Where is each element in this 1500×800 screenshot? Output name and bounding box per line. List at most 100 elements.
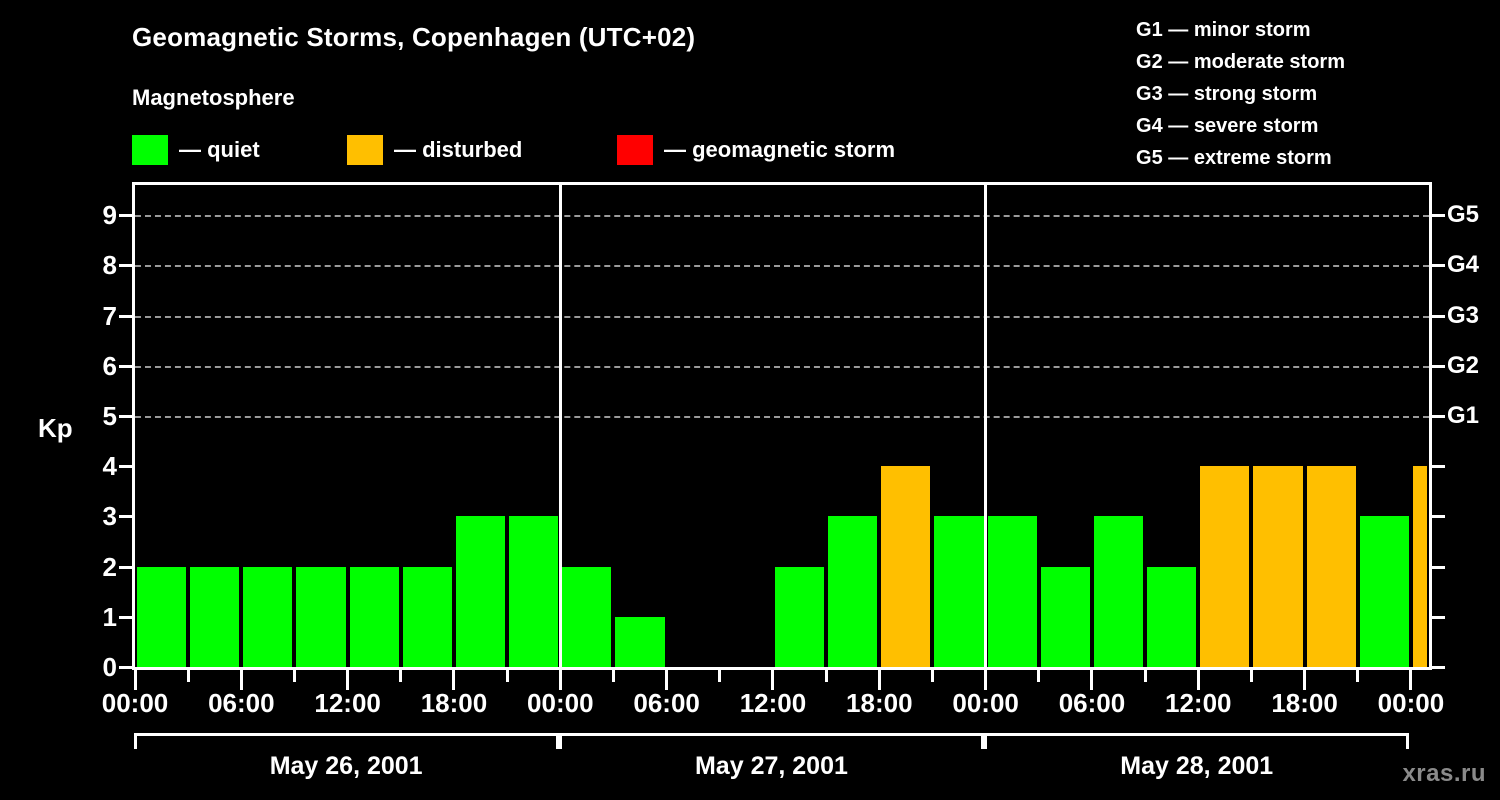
y-tick-mark	[119, 615, 132, 619]
g-tick-mark	[1432, 414, 1445, 418]
g-tick-label: G2	[1447, 351, 1480, 379]
green-swatch	[132, 135, 168, 165]
g-tick-mark	[1432, 264, 1445, 268]
x-tick-label: 12:00	[739, 688, 807, 718]
date-label: May 28, 2001	[1120, 752, 1274, 780]
y-tick-label: 6	[102, 350, 117, 381]
y-tick-label: 0	[102, 652, 117, 682]
y-tick-label: 5	[102, 400, 117, 431]
kp-bar	[1253, 466, 1303, 667]
kp-bar	[987, 516, 1037, 667]
g-legend-row: G2 — moderate storm	[1136, 51, 1345, 73]
red-swatch	[617, 135, 653, 165]
x-major-tick-mark	[1090, 670, 1094, 690]
kp-bar	[1412, 466, 1427, 667]
kp-bar	[509, 516, 559, 667]
x-tick-label: 06:00	[1058, 688, 1126, 718]
y-tick-mark	[119, 515, 132, 519]
g-tick-label: G1	[1447, 401, 1480, 429]
x-minor-tick-mark	[292, 670, 296, 682]
x-minor-tick-mark	[718, 670, 722, 682]
date-bracket	[558, 733, 985, 749]
x-minor-tick-mark	[930, 670, 934, 682]
y-tick-mark	[119, 364, 132, 368]
y-axis-title: Kp	[38, 413, 73, 443]
legend-entry: — geomagnetic storm	[617, 135, 895, 165]
y-tick-label: 3	[102, 501, 117, 532]
x-minor-tick-mark	[505, 670, 509, 682]
x-major-tick-mark	[1196, 670, 1200, 690]
x-major-tick-mark	[1409, 670, 1413, 690]
plot-frame	[132, 182, 1432, 670]
gridline	[135, 415, 1429, 418]
legend-entry: — disturbed	[347, 135, 522, 165]
x-major-tick-mark	[452, 670, 456, 690]
y-tick-mark	[119, 565, 132, 569]
g-legend-row: G5 — extreme storm	[1136, 147, 1332, 169]
kp-bar	[881, 466, 931, 667]
x-major-tick-mark	[239, 670, 243, 690]
gridline	[135, 315, 1429, 318]
x-tick-label: 00:00	[527, 688, 594, 718]
x-tick-label: 18:00	[420, 688, 488, 718]
g-legend-row: G1 — minor storm	[1136, 19, 1311, 41]
kp-bar	[137, 566, 187, 667]
x-major-tick-mark	[133, 670, 137, 690]
g-minor-tick-mark	[1432, 666, 1445, 669]
legend-label: — disturbed	[394, 137, 523, 162]
day-separator	[558, 185, 562, 667]
gridline	[135, 365, 1429, 368]
kp-bar	[1200, 466, 1250, 667]
chart-subtitle: Magnetosphere	[132, 85, 295, 110]
x-tick-label: 06:00	[208, 688, 275, 718]
kp-bar	[1093, 516, 1144, 667]
g-minor-tick-mark	[1432, 565, 1445, 569]
legend-entry: — quiet	[132, 135, 260, 165]
x-tick-label: 06:00	[633, 688, 700, 718]
kp-bar	[296, 566, 346, 667]
date-label: May 26, 2001	[269, 752, 423, 780]
x-major-tick-mark	[984, 670, 988, 690]
kp-bar	[1306, 466, 1356, 667]
g-tick-label: G4	[1447, 251, 1480, 279]
x-major-tick-mark	[558, 670, 562, 690]
day-separator	[984, 185, 988, 667]
date-bracket	[984, 733, 1410, 749]
g-tick-label: G5	[1447, 201, 1480, 229]
g-minor-tick-mark	[1432, 465, 1445, 469]
g-scale-legend: G1 — minor storm G2 — moderate storm G3 — …	[1136, 14, 1345, 174]
y-tick-mark	[119, 414, 132, 418]
kp-bar	[562, 566, 612, 667]
gridline	[135, 265, 1429, 268]
watermark: xras.ru	[1402, 760, 1486, 787]
y-tick-label: 4	[102, 451, 117, 482]
x-major-tick-mark	[1303, 670, 1307, 690]
kp-bar	[934, 516, 984, 667]
x-minor-tick-mark	[186, 670, 190, 682]
kp-bar	[349, 566, 399, 667]
y-tick-label: 7	[102, 300, 117, 331]
y-tick-label: 8	[102, 250, 117, 281]
date-bracket	[133, 733, 559, 749]
x-minor-tick-mark	[611, 670, 615, 682]
x-minor-tick-mark	[1356, 670, 1360, 682]
x-tick-label: 12:00	[314, 688, 381, 718]
x-minor-tick-mark	[824, 670, 828, 682]
gridline	[135, 215, 1429, 218]
y-tick-mark	[119, 666, 132, 669]
date-label: May 27, 2001	[694, 752, 848, 780]
y-tick-mark	[119, 214, 132, 218]
page-title: Geomagnetic Storms, Copenhagen (UTC+02)	[132, 22, 696, 52]
legend-label: — quiet	[179, 137, 260, 162]
x-minor-tick-mark	[399, 670, 403, 682]
y-tick-mark	[119, 264, 132, 268]
x-tick-label: 00:00	[952, 688, 1019, 718]
kp-bar	[1040, 566, 1090, 667]
kp-bar	[243, 566, 293, 667]
x-tick-label: 18:00	[846, 688, 913, 718]
y-tick-mark	[119, 465, 132, 469]
x-tick-label: 18:00	[1271, 688, 1338, 718]
x-major-tick-mark	[877, 670, 881, 690]
y-tick-label: 9	[102, 200, 117, 231]
legend-label: — geomagnetic storm	[664, 137, 896, 162]
